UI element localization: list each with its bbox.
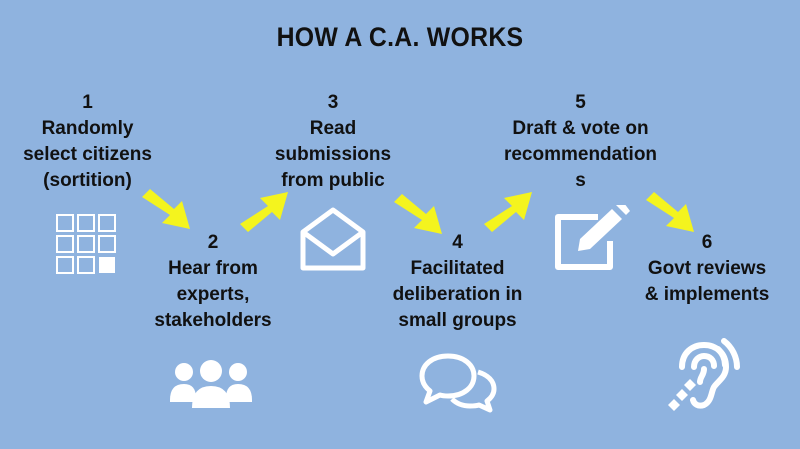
step-5: 5 Draft & vote on recommendation s (498, 90, 663, 194)
step-4: 4 Facilitated deliberation in small grou… (390, 230, 525, 334)
step-3-line-2: submissions (274, 144, 392, 165)
step-2-line-1: Hear from (168, 258, 258, 279)
step-5-line-1: Draft & vote on (512, 118, 649, 139)
step-3-number: 3 (327, 92, 339, 113)
step-1: 1 Randomly select citizens (sortition) (20, 90, 155, 194)
arrow-5-to-6 (646, 192, 694, 232)
step-2: 2 Hear from experts, stakeholders (148, 230, 278, 334)
step-6-line-1: Govt reviews (647, 258, 767, 279)
arrow-2-to-3 (240, 192, 288, 232)
step-1-number: 1 (82, 92, 93, 113)
step-4-number: 4 (452, 232, 463, 253)
step-2-line-3: stakeholders (154, 310, 272, 331)
step-5-line-3: s (575, 170, 586, 191)
arrow-1-to-2 (142, 189, 190, 229)
step-1-line-2: select citizens (23, 144, 152, 165)
step-3-line-1: Read (309, 118, 357, 139)
step-6-number: 6 (701, 232, 713, 253)
edit-document-icon (555, 205, 630, 270)
grid-select-icon (56, 214, 116, 274)
listening-ear-icon (668, 338, 740, 411)
step-2-number: 2 (207, 232, 219, 253)
arrow-3-to-4 (394, 194, 442, 234)
step-4-line-1: Facilitated (410, 258, 505, 279)
step-1-line-3: (sortition) (43, 170, 132, 191)
step-4-line-2: deliberation in (392, 284, 523, 305)
step-5-number: 5 (575, 92, 586, 113)
step-5-line-2: recommendation (503, 144, 658, 165)
chat-bubbles-icon (419, 353, 497, 413)
step-4-line-3: small groups (398, 310, 517, 331)
people-group-icon (170, 360, 252, 408)
step-3-line-3: from public (281, 170, 385, 191)
step-2-line-2: experts, (176, 284, 250, 305)
diagram-title: HOW A C.A. WORKS (276, 22, 524, 52)
open-envelope-icon (300, 207, 366, 271)
step-6: 6 Govt reviews & implements (632, 230, 782, 308)
step-3: 3 Read submissions from public (268, 90, 398, 194)
step-6-line-2: & implements (644, 284, 770, 305)
step-1-line-1: Randomly (41, 118, 134, 139)
arrow-4-to-5 (484, 192, 532, 232)
